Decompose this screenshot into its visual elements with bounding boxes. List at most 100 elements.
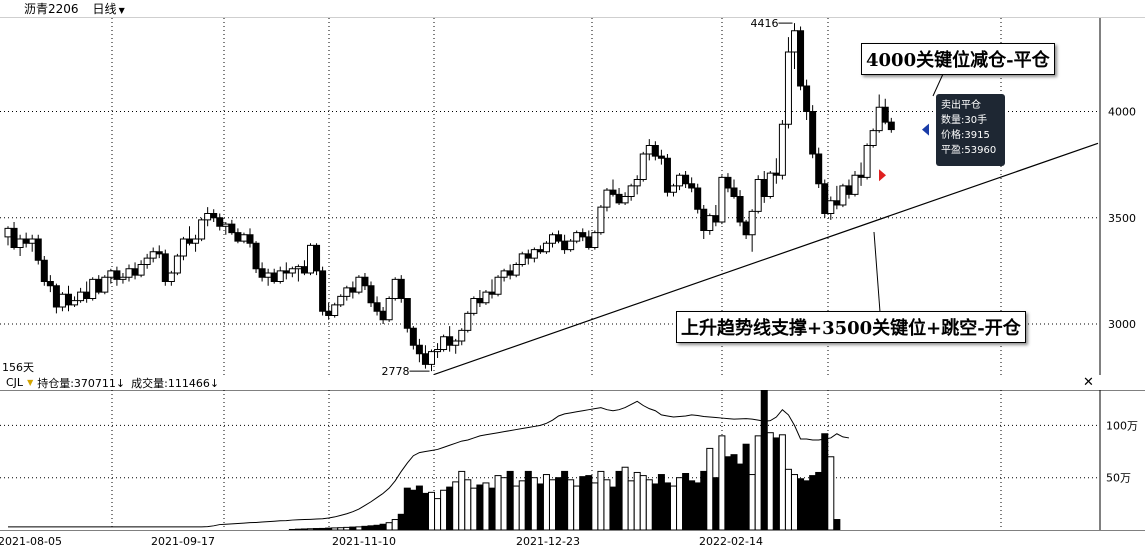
candle-down <box>10 227 18 248</box>
volume-bar-up <box>676 477 684 530</box>
candle-up <box>482 291 490 304</box>
candle <box>591 230 599 250</box>
candle <box>766 171 774 199</box>
candle-up <box>542 242 550 253</box>
candle-up <box>500 270 508 278</box>
candle-down <box>742 221 750 236</box>
candle <box>676 173 684 191</box>
candle <box>258 262 266 282</box>
candle <box>234 228 242 244</box>
candle <box>621 192 629 205</box>
volume-bar-down <box>730 454 738 530</box>
volume-bar-up <box>784 468 792 530</box>
candle-up <box>143 257 151 265</box>
candle-up <box>754 179 762 212</box>
candle-down <box>319 270 327 312</box>
candle-down <box>403 298 411 329</box>
candle <box>440 334 448 352</box>
candle-up <box>458 329 466 342</box>
volume-panel-header: CJL ▼ 持仓量:370711↓ 成交量:111466↓ ✕ <box>0 375 1145 390</box>
date-tick-label: 2022-02-14 <box>699 535 763 548</box>
indicator-menu-icon[interactable]: ▼ <box>27 378 34 387</box>
volume-bar-down <box>488 487 496 530</box>
candle <box>434 343 442 358</box>
candle-up <box>428 351 435 365</box>
volume-bar-down <box>797 478 805 530</box>
candle-down <box>821 183 829 214</box>
candle <box>415 338 423 363</box>
callout-bottom-text: 上升趋势线支撑+3500关键位+跳空-开仓 <box>681 318 1021 339</box>
volume-bar-down <box>609 486 617 530</box>
candle <box>851 171 859 197</box>
volume-bar-down <box>724 456 732 530</box>
candle <box>464 311 472 333</box>
candle <box>228 219 236 235</box>
candle-up <box>627 185 635 197</box>
candle <box>331 302 339 318</box>
candle <box>252 241 260 273</box>
candle <box>4 226 12 246</box>
candle <box>809 105 817 159</box>
candle-up <box>276 270 284 282</box>
volume-chart[interactable]: 50万 100万 <box>0 390 1145 530</box>
candle-up <box>464 312 472 331</box>
volume-bar-up <box>567 479 575 530</box>
candle <box>379 307 387 324</box>
candle-up <box>633 179 641 187</box>
candle-down <box>682 174 690 185</box>
candle <box>300 260 308 276</box>
volume-bar-down <box>657 474 665 530</box>
candle <box>797 26 805 91</box>
candle-down <box>258 268 266 278</box>
candle-up <box>167 272 175 282</box>
candle-up <box>240 234 248 242</box>
candle-up <box>621 196 629 204</box>
candle <box>736 190 744 227</box>
volume-bar-up <box>670 485 677 530</box>
candle-down <box>325 310 333 316</box>
volume-bar-down <box>536 483 544 530</box>
candle-up <box>748 210 756 236</box>
volume-bar-up <box>591 482 599 530</box>
volume-bar-up <box>530 477 538 530</box>
candle-down <box>228 223 236 234</box>
volume-label: 成交量:111466↓ <box>131 376 220 390</box>
candle <box>210 209 218 222</box>
candle <box>494 275 502 297</box>
candle <box>585 230 593 250</box>
candle <box>833 185 841 210</box>
volume-bar-up <box>633 471 641 530</box>
candle <box>627 183 635 201</box>
chart-toolbar: 沥青2206 日线 ▼ <box>0 0 1145 18</box>
candle-up <box>676 174 684 187</box>
period-selector[interactable]: 日线 ▼ <box>93 0 125 17</box>
volume-bar-up <box>645 479 653 530</box>
candle-down <box>724 176 732 189</box>
volume-bar-up <box>603 479 611 530</box>
candle-down <box>373 302 381 312</box>
candle <box>633 175 641 195</box>
candle <box>361 273 369 290</box>
volume-bar-up <box>542 474 550 530</box>
candle-up <box>192 238 200 244</box>
volume-bar-up <box>766 432 774 530</box>
trade-price: 价格:3915 <box>941 130 990 141</box>
candle-up <box>89 278 97 299</box>
price-chart[interactable]: 3000 3500 4000 4416 2778 <box>0 18 1145 375</box>
candle <box>458 328 466 346</box>
candle-down <box>815 153 823 185</box>
volume-bar-down <box>682 473 690 530</box>
candle-down <box>113 270 121 280</box>
trade-info-box: 卖出平仓 数量:30手 价格:3915 平盈:53960 <box>936 94 1005 166</box>
volume-bar-up <box>627 480 635 530</box>
candle-down <box>349 287 357 293</box>
candle <box>367 281 375 307</box>
candle <box>452 338 460 354</box>
candle-down <box>694 187 702 210</box>
candle-up <box>875 106 883 132</box>
vol-tick-label: 100万 <box>1106 419 1138 432</box>
candle <box>155 245 163 259</box>
candle <box>385 296 393 322</box>
close-icon[interactable]: ✕ <box>1083 375 1094 390</box>
candle-up <box>791 30 798 53</box>
